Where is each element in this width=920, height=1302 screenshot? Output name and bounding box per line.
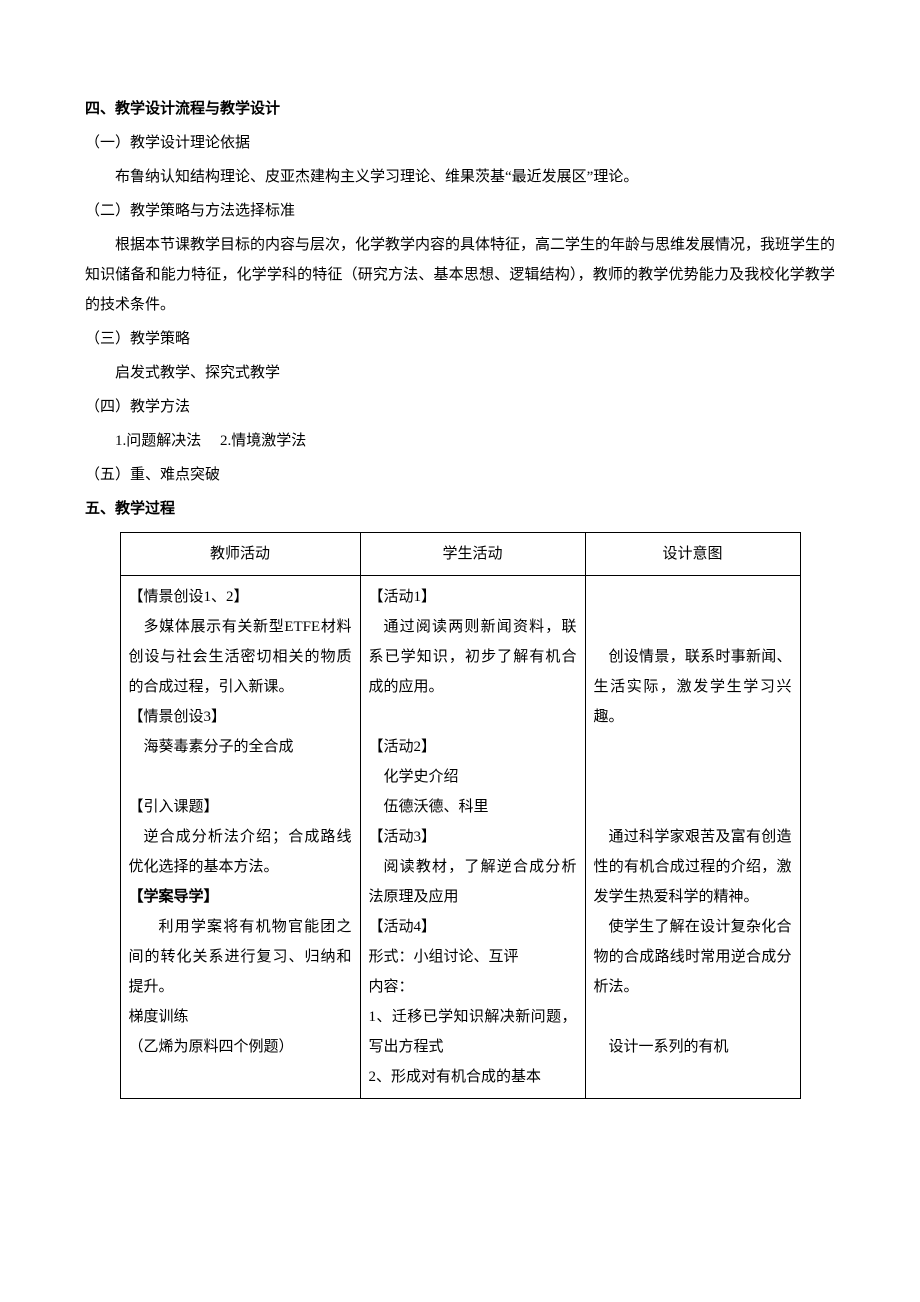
cell-paragraph [594, 612, 792, 642]
cell-paragraph: 【情景创设1、2】 [129, 582, 352, 612]
sub-5-title: （五）重、难点突破 [85, 460, 835, 490]
table-header-row: 教师活动 学生活动 设计意图 [120, 533, 800, 576]
teaching-process-table: 教师活动 学生活动 设计意图 【情景创设1、2】多媒体展示有关新型ETFE材料创… [120, 532, 801, 1099]
cell-paragraph [129, 762, 352, 792]
cell-paragraph: 海葵毒素分子的全合成 [129, 732, 352, 762]
cell-paragraph: 【活动2】 [369, 732, 577, 762]
cell-intent: 创设情景，联系时事新闻、生活实际，激发学生学习兴趣。 通过科学家艰苦及富有创造性… [585, 576, 800, 1099]
sub-1-title: （一）教学设计理论依据 [85, 128, 835, 158]
cell-paragraph: 【引入课题】 [129, 792, 352, 822]
cell-paragraph: 利用学案将有机物官能团之间的转化关系进行复习、归纳和提升。 [129, 912, 352, 1002]
sub-1-body: 布鲁纳认知结构理论、皮亚杰建构主义学习理论、维果茨基“最近发展区”理论。 [85, 162, 835, 192]
cell-paragraph: 使学生了解在设计复杂化合物的合成路线时常用逆合成分析法。 [594, 912, 792, 1002]
cell-paragraph [594, 792, 792, 822]
cell-paragraph [594, 732, 792, 762]
sub-3-title: （三）教学策略 [85, 324, 835, 354]
sub-4-body: 1.问题解决法 2.情境激学法 [85, 426, 835, 456]
cell-student: 【活动1】通过阅读两则新闻资料，联系已学知识，初步了解有机合成的应用。 【活动2… [360, 576, 585, 1099]
cell-paragraph: （乙烯为原料四个例题） [129, 1032, 352, 1062]
cell-paragraph: 通过科学家艰苦及富有创造性的有机合成过程的介绍，激发学生热爱科学的精神。 [594, 822, 792, 912]
sub-2-title: （二）教学策略与方法选择标准 [85, 196, 835, 226]
cell-paragraph: 设计一系列的有机 [594, 1032, 792, 1062]
cell-paragraph: 创设情景，联系时事新闻、生活实际，激发学生学习兴趣。 [594, 642, 792, 732]
cell-paragraph: 内容： [369, 972, 577, 1002]
cell-paragraph: 形式：小组讨论、互评 [369, 942, 577, 972]
document-page: 四、教学设计流程与教学设计 （一）教学设计理论依据 布鲁纳认知结构理论、皮亚杰建… [0, 0, 920, 1139]
cell-paragraph [594, 762, 792, 792]
section-5-heading: 五、教学过程 [85, 494, 835, 524]
cell-paragraph: 2、形成对有机合成的基本 [369, 1062, 577, 1092]
cell-paragraph: 【情景创设3】 [129, 702, 352, 732]
sub-2-body: 根据本节课教学目标的内容与层次，化学教学内容的具体特征，高二学生的年龄与思维发展… [85, 230, 835, 320]
cell-paragraph: 1、迁移已学知识解决新问题，写出方程式 [369, 1002, 577, 1062]
cell-paragraph [369, 702, 577, 732]
cell-paragraph: 伍德沃德、科里 [369, 792, 577, 822]
cell-paragraph: 【活动4】 [369, 912, 577, 942]
cell-paragraph: 逆合成分析法介绍；合成路线优化选择的基本方法。 [129, 822, 352, 882]
cell-paragraph: 阅读教材，了解逆合成分析法原理及应用 [369, 852, 577, 912]
cell-paragraph: 多媒体展示有关新型ETFE材料创设与社会生活密切相关的物质的合成过程，引入新课。 [129, 612, 352, 702]
cell-paragraph: 梯度训练 [129, 1002, 352, 1032]
sub-3-body: 启发式教学、探究式教学 [85, 358, 835, 388]
cell-teacher: 【情景创设1、2】多媒体展示有关新型ETFE材料创设与社会生活密切相关的物质的合… [120, 576, 360, 1099]
cell-paragraph [594, 582, 792, 612]
col-header-student: 学生活动 [360, 533, 585, 576]
sub-4-title: （四）教学方法 [85, 392, 835, 422]
cell-paragraph: 化学史介绍 [369, 762, 577, 792]
cell-paragraph: 【活动1】 [369, 582, 577, 612]
cell-paragraph: 【活动3】 [369, 822, 577, 852]
table-row: 【情景创设1、2】多媒体展示有关新型ETFE材料创设与社会生活密切相关的物质的合… [120, 576, 800, 1099]
cell-paragraph: 【学案导学】 [129, 882, 352, 912]
cell-paragraph: 通过阅读两则新闻资料，联系已学知识，初步了解有机合成的应用。 [369, 612, 577, 702]
col-header-teacher: 教师活动 [120, 533, 360, 576]
cell-paragraph [594, 1002, 792, 1032]
section-4-heading: 四、教学设计流程与教学设计 [85, 94, 835, 124]
col-header-intent: 设计意图 [585, 533, 800, 576]
